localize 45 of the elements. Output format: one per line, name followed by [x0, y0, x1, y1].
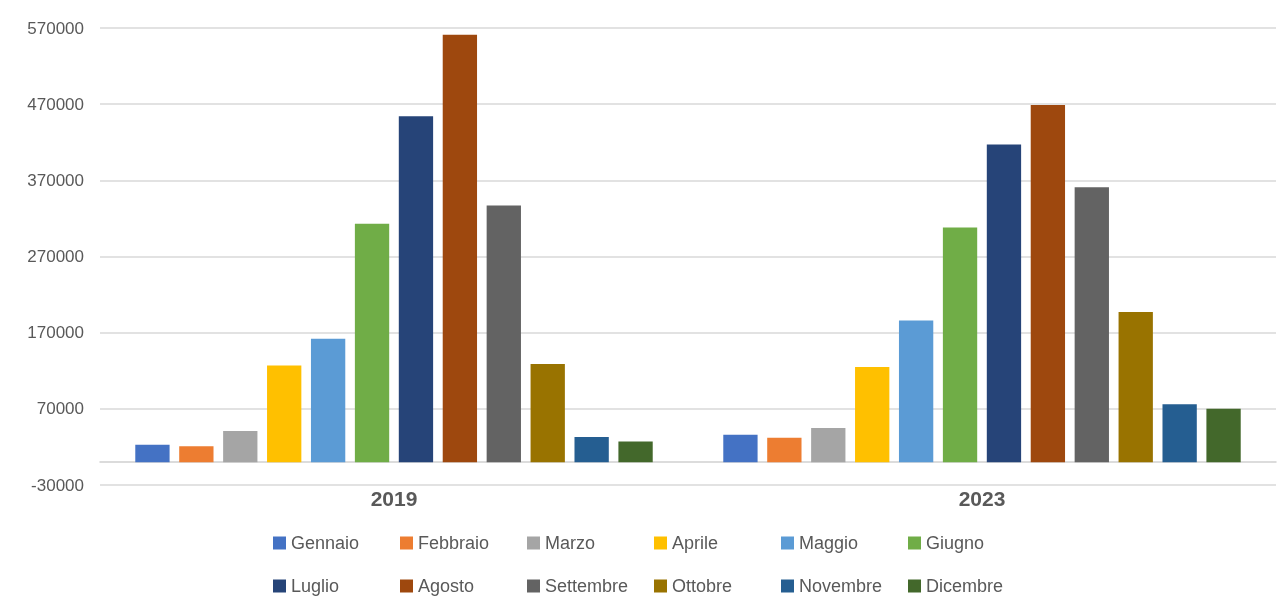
legend-label: Ottobre [672, 576, 733, 596]
y-tick-label: -30000 [31, 475, 84, 495]
bar [398, 116, 434, 463]
bar [767, 437, 802, 463]
legend-label: Marzo [545, 533, 596, 553]
bar [898, 320, 934, 463]
bar [1206, 408, 1241, 463]
legend-label: Agosto [418, 576, 475, 596]
bar [310, 338, 346, 463]
bar [942, 227, 978, 463]
legend-label: Settembre [545, 576, 629, 596]
y-tick-label: 270000 [27, 247, 84, 266]
bar [855, 366, 890, 463]
legend-label: Luglio [291, 576, 340, 596]
legend-label: Novembre [799, 576, 883, 596]
legend-label: Aprile [672, 533, 719, 553]
bar [267, 365, 302, 463]
bar [811, 427, 846, 463]
bar [179, 446, 214, 463]
bar [354, 223, 390, 463]
bar [723, 434, 758, 463]
bar [442, 34, 478, 463]
legend-label: Gennaio [291, 533, 360, 553]
bar [1118, 312, 1153, 463]
y-tick-label: 170000 [27, 323, 84, 343]
bar [530, 363, 565, 463]
y-tick-label: 70000 [36, 399, 84, 419]
bar [986, 144, 1022, 463]
legend-label: Giugno [926, 533, 985, 553]
legend-label: Dicembre [926, 576, 1004, 596]
bar [1074, 187, 1109, 463]
bar [1030, 104, 1066, 463]
x-tick-label: 2019 [370, 487, 418, 510]
bar [618, 441, 653, 463]
bar [223, 430, 258, 463]
y-tick-label: 370000 [27, 170, 84, 190]
y-tick-label: 570000 [27, 18, 84, 38]
x-tick-label: 2023 [958, 487, 1006, 510]
y-tick-label: 470000 [27, 94, 84, 114]
legend-label: Febbraio [418, 533, 490, 553]
bar [135, 444, 170, 463]
bar [1162, 404, 1197, 463]
bar [486, 205, 521, 463]
bar [574, 437, 609, 463]
legend-label: Maggio [799, 533, 859, 553]
